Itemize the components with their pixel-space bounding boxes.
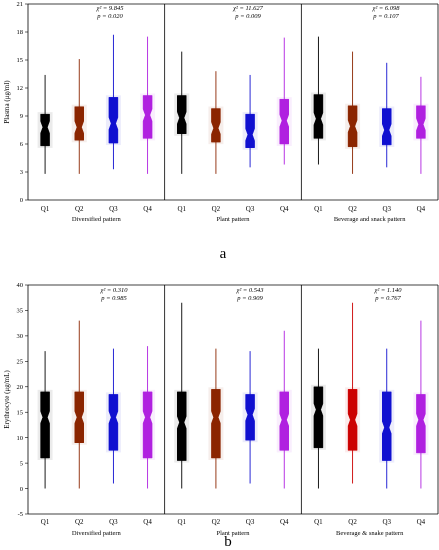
category-label: Q3 [382, 205, 391, 213]
y-tick-label: 30 [17, 333, 24, 340]
y-tick-label: 35 [17, 308, 24, 315]
box-body [382, 391, 392, 461]
box-body [245, 113, 255, 148]
p-value-stat: p = 0.020 [96, 13, 123, 20]
panel-b-letter: b [224, 534, 232, 550]
y-tick-label: -5 [18, 511, 23, 518]
y-tick-label: 10 [17, 435, 24, 442]
box-body [40, 113, 50, 147]
box-body [313, 386, 324, 449]
y-tick-label: 9 [20, 113, 23, 120]
p-value-stat: p = 0.767 [374, 295, 401, 302]
y-tick-label: 0 [20, 486, 23, 493]
chi-square-stat: χ² = 9.845 [95, 5, 124, 12]
y-tick-label: 6 [20, 141, 24, 148]
box-body [279, 391, 289, 451]
box-body [142, 391, 153, 459]
group-label: Plant pattern [216, 530, 250, 537]
p-value-stat: p = 0.985 [100, 295, 127, 302]
y-tick-label: 15 [17, 409, 24, 416]
category-label: Q1 [41, 205, 50, 213]
panel-b-chart: -5 0 5 10 15 20 25 30 35 40 Erythrocyte (μg/mL) Q1 Q… [3, 282, 439, 537]
category-label: Q2 [348, 205, 357, 213]
box-body [347, 389, 358, 451]
box-body [142, 95, 153, 139]
box-body [313, 94, 324, 139]
category-label: Q2 [212, 518, 221, 526]
panel-a-chart: 0 3 6 9 12 15 18 21 Plasma (μg/ml) Q1 Q2 Q3 Q4 Divers… [3, 1, 439, 223]
category-label: Q1 [314, 205, 323, 213]
group-label: Plant pattern [216, 216, 250, 223]
category-label: Q4 [143, 205, 152, 213]
box-body [347, 105, 358, 148]
category-label: Q4 [280, 205, 289, 213]
box-body [177, 391, 187, 461]
group-label: Diversified pattern [72, 530, 122, 537]
p-value-stat: p = 0.107 [372, 13, 399, 20]
category-label: Q1 [177, 518, 186, 526]
box-body [108, 394, 119, 451]
p-value-stat: p = 0.009 [234, 13, 261, 20]
box-body [177, 95, 187, 134]
category-label: Q2 [75, 518, 84, 526]
box-body [211, 389, 221, 459]
chi-square-stat: χ² = 1.140 [373, 287, 402, 294]
y-tick-label: 18 [17, 29, 24, 36]
box-body [108, 97, 119, 144]
category-label: Q4 [280, 518, 289, 526]
category-label: Q3 [246, 205, 255, 213]
category-label: Q2 [75, 205, 84, 213]
category-label: Q2 [348, 518, 357, 526]
y-tick-label: 40 [17, 282, 24, 289]
group-label: Diversified pattern [72, 216, 122, 223]
y-axis-label: Erythrocyte (μg/mL) [3, 370, 11, 429]
chi-square-stat: χ² = 6.098 [371, 5, 400, 12]
y-tick-label: 12 [17, 85, 24, 92]
y-tick-label: 21 [17, 1, 24, 8]
p-value-stat: p = 0.909 [236, 295, 263, 302]
category-label: Q1 [177, 205, 186, 213]
category-label: Q4 [417, 518, 426, 526]
box-body [211, 108, 221, 143]
chi-square-stat: χ² = 0.543 [235, 287, 264, 294]
panel-a-letter: a [220, 246, 227, 262]
box-body [74, 391, 84, 444]
y-tick-label: 5 [20, 460, 23, 467]
box-body [74, 106, 84, 141]
box-body [279, 98, 289, 145]
y-axis-label: Plasma (μg/ml) [3, 80, 11, 124]
box-body [245, 394, 255, 441]
category-label: Q3 [246, 518, 255, 526]
group-label: Beverage and snack pattern [334, 216, 406, 223]
group-label: Beverage & snake pattern [336, 530, 404, 537]
category-label: Q1 [314, 518, 323, 526]
y-tick-label: 0 [20, 197, 23, 204]
category-label: Q4 [143, 518, 152, 526]
box-body [382, 108, 392, 146]
category-label: Q3 [109, 518, 118, 526]
chi-square-stat: χ² = 11.627 [232, 5, 264, 12]
category-label: Q3 [382, 518, 391, 526]
box-body [416, 394, 426, 454]
y-tick-label: 15 [17, 57, 24, 64]
category-label: Q2 [212, 205, 221, 213]
category-label: Q1 [41, 518, 50, 526]
box-body [40, 391, 50, 459]
chi-square-stat: χ² = 0.310 [99, 287, 128, 294]
box-body [416, 105, 426, 139]
category-label: Q3 [109, 205, 118, 213]
y-tick-label: 25 [17, 359, 24, 366]
y-tick-label: 20 [17, 384, 24, 391]
category-label: Q4 [417, 205, 426, 213]
y-tick-label: 3 [20, 169, 23, 176]
